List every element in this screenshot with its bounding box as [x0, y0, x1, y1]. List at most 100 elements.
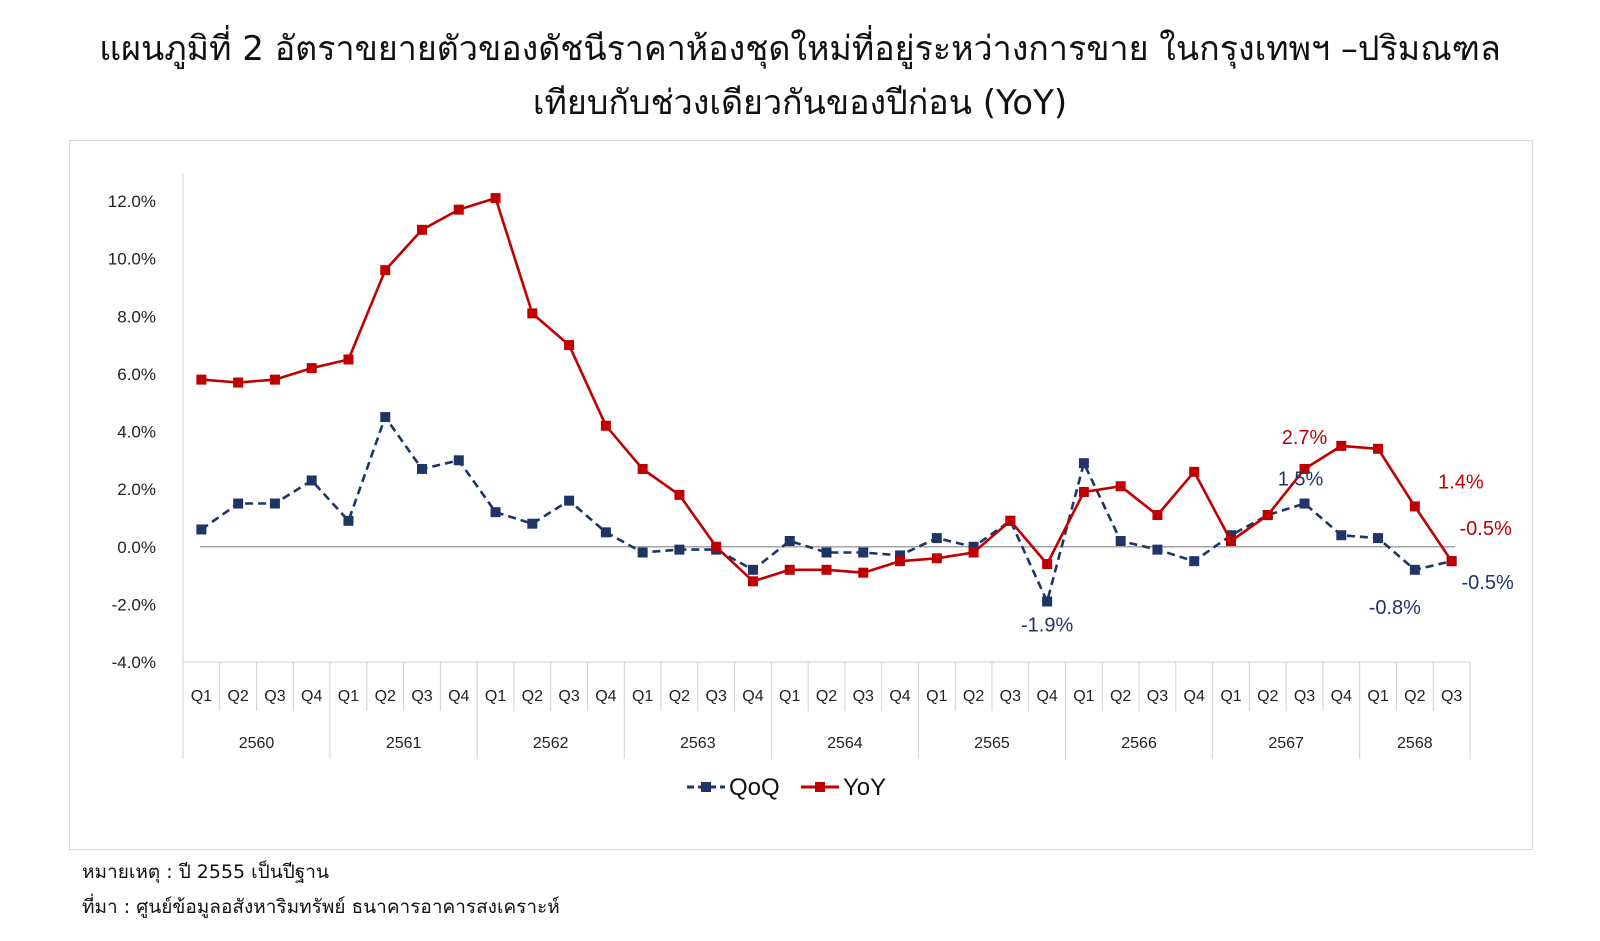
y-tick-label: 6.0%	[117, 365, 156, 384]
y-tick-label: -4.0%	[112, 653, 156, 672]
chart-title: แผนภูมิที่ 2 อัตราขยายตัวของดัชนีราคาห้อ…	[0, 22, 1600, 130]
x-tick-label-quarter: Q2	[1404, 688, 1425, 705]
data-point-qoq	[821, 547, 832, 558]
data-point-yoy	[600, 420, 611, 431]
x-tick-label-year: 2560	[239, 735, 275, 752]
line-chart: 12.0% 10.0% 8.0% 6.0% 4.0% 2.0% 0.0% -2.0% -4.0%…	[108, 173, 1514, 801]
data-point-yoy	[527, 308, 538, 319]
data-point-yoy	[1189, 466, 1200, 477]
data-point-yoy	[931, 553, 942, 564]
data-point-yoy	[196, 374, 207, 385]
data-label-yoy: 2.7%	[1282, 427, 1328, 449]
data-point-yoy	[233, 377, 244, 388]
chart-notes: หมายเหตุ : ปี 2555 เป็นปีฐาน ที่มา : ศูน…	[82, 855, 560, 925]
x-tick-label-quarter: Q2	[963, 688, 984, 705]
data-point-qoq	[306, 475, 317, 486]
chart-title-line-2: เทียบกับช่วงเดียวกันของปีก่อน (YoY)	[532, 83, 1068, 123]
data-point-yoy	[269, 374, 280, 385]
x-tick-label-year: 2566	[1121, 735, 1157, 752]
x-tick-label-quarter: Q4	[889, 688, 910, 705]
x-tick-label-year: 2567	[1268, 735, 1304, 752]
data-point-qoq	[564, 495, 575, 506]
data-point-qoq	[637, 547, 648, 558]
data-point-qoq	[931, 533, 942, 544]
x-tick-label-quarter: Q1	[338, 688, 359, 705]
data-point-qoq	[527, 518, 538, 529]
x-tick-label-quarter: Q2	[375, 688, 396, 705]
data-point-yoy	[1078, 487, 1089, 498]
data-point-yoy	[1005, 515, 1016, 526]
data-point-qoq	[1336, 530, 1347, 541]
x-tick-label-quarter: Q4	[1036, 688, 1057, 705]
series-line-qoq	[200, 415, 1452, 603]
data-point-yoy	[343, 354, 354, 365]
x-tick-label-quarter: Q2	[1257, 688, 1278, 705]
data-point-yoy	[1262, 510, 1273, 521]
x-tick-label-quarter: Q2	[816, 688, 837, 705]
data-point-qoq	[674, 544, 685, 555]
data-point-qoq	[380, 412, 391, 423]
x-tick-label-quarter: Q2	[227, 688, 248, 705]
data-point-yoy	[453, 204, 464, 215]
x-tick-label-quarter: Q3	[264, 688, 285, 705]
x-tick-label-year: 2568	[1397, 735, 1433, 752]
x-tick-label-quarter: Q1	[1220, 688, 1241, 705]
chart-area: 12.0% 10.0% 8.0% 6.0% 4.0% 2.0% 0.0% -2.0% -4.0%…	[69, 140, 1533, 850]
data-point-yoy	[821, 564, 832, 575]
data-point-qoq	[1225, 530, 1236, 541]
data-label-qoq: -1.9%	[1021, 614, 1073, 636]
x-tick-label-quarter: Q4	[595, 688, 616, 705]
data-label-qoq: -0.8%	[1369, 597, 1421, 619]
x-tick-label-year: 2562	[533, 735, 569, 752]
data-point-yoy	[1446, 556, 1457, 567]
x-tick-label-quarter: Q1	[779, 688, 800, 705]
data-point-qoq	[417, 463, 428, 474]
data-point-qoq	[343, 515, 354, 526]
data-point-yoy	[564, 340, 575, 351]
x-tick-label-quarter: Q3	[411, 688, 432, 705]
data-point-yoy	[711, 541, 722, 552]
data-point-qoq	[269, 498, 280, 509]
data-point-yoy	[637, 463, 648, 474]
data-label-qoq: -0.5%	[1461, 572, 1513, 594]
x-tick-label-quarter: Q3	[1000, 688, 1021, 705]
y-tick-label: 12.0%	[108, 192, 156, 211]
data-point-qoq	[968, 541, 979, 552]
data-point-yoy	[1152, 510, 1163, 521]
y-tick-label: 8.0%	[117, 307, 156, 326]
y-tick-label: 2.0%	[117, 480, 156, 499]
data-point-qoq	[747, 564, 758, 575]
x-tick-label-year: 2561	[386, 735, 422, 752]
data-point-yoy	[1299, 463, 1310, 474]
data-point-yoy	[490, 193, 501, 204]
x-tick-label-year: 2565	[974, 735, 1010, 752]
data-point-qoq	[233, 498, 244, 509]
legend-label-yoy: YoY	[843, 774, 886, 801]
x-tick-label-quarter: Q3	[706, 688, 727, 705]
x-tick-label-quarter: Q3	[558, 688, 579, 705]
x-tick-label-quarter: Q1	[1367, 688, 1388, 705]
y-tick-label: -2.0%	[112, 595, 156, 614]
legend-marker-qoq	[701, 782, 711, 792]
data-point-yoy	[380, 265, 391, 276]
data-point-yoy	[1336, 440, 1347, 451]
x-tick-label-quarter: Q4	[448, 688, 469, 705]
data-point-yoy	[1115, 481, 1126, 492]
data-point-qoq	[490, 507, 501, 518]
data-label-yoy: -0.5%	[1459, 518, 1511, 540]
data-point-qoq	[1373, 533, 1384, 544]
x-tick-label-quarter: Q1	[926, 688, 947, 705]
data-point-qoq	[858, 547, 869, 558]
x-tick-label-quarter: Q2	[522, 688, 543, 705]
data-point-yoy	[968, 547, 979, 558]
x-tick-label-quarter: Q1	[632, 688, 653, 705]
x-tick-label-quarter: Q3	[1441, 688, 1462, 705]
data-point-yoy	[1373, 443, 1384, 454]
data-point-yoy	[784, 564, 795, 575]
x-tick-label-quarter: Q1	[1073, 688, 1094, 705]
x-tick-label-quarter: Q2	[1110, 688, 1131, 705]
legend-marker-yoy	[815, 782, 825, 792]
data-point-qoq	[453, 455, 464, 466]
y-tick-label: 0.0%	[117, 538, 156, 557]
x-tick-label-quarter: Q4	[742, 688, 763, 705]
